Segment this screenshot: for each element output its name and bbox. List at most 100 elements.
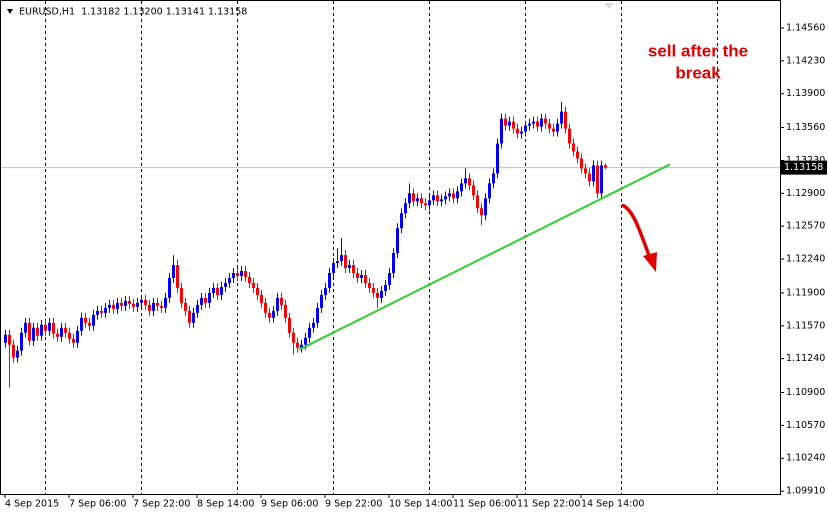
candle-body [412, 193, 415, 202]
candle-body [104, 307, 107, 313]
candle-body [488, 183, 491, 199]
candle-body [520, 131, 523, 134]
candle-body [420, 198, 423, 204]
candle-body [320, 294, 323, 308]
candle-body [332, 263, 335, 273]
y-tick-label: 1.14560 [786, 22, 825, 33]
candle-body [12, 344, 15, 358]
candle-body [184, 302, 187, 311]
candle-body [600, 165, 603, 194]
candle-body [364, 274, 367, 283]
candle-body [160, 305, 163, 308]
candle-body [240, 271, 243, 276]
x-tick-label: 11 Sep 06:00 [453, 499, 516, 510]
candle-body [468, 178, 471, 186]
y-tick-label: 1.13900 [786, 88, 825, 99]
candle-body [148, 304, 151, 311]
candle-body [580, 158, 583, 169]
candle-body [172, 265, 175, 278]
x-tick-label: 4 Sep 2015 [5, 499, 59, 510]
candle-body [60, 327, 63, 337]
candle-body [568, 128, 571, 144]
candle-body [24, 322, 27, 333]
annotation: sell after the [648, 41, 748, 60]
candle-body [336, 261, 339, 264]
candle-body [500, 118, 503, 144]
candle-body [296, 342, 299, 348]
candle-body [272, 310, 275, 318]
candle-body [212, 287, 215, 293]
candle-body [540, 118, 543, 127]
candle-body [360, 274, 363, 278]
candle-body [128, 300, 131, 304]
candle-body [188, 310, 191, 323]
candle-body [168, 277, 171, 298]
y-tick-label: 1.11570 [786, 320, 825, 331]
candle-body [48, 322, 51, 331]
y-tick-label: 1.10570 [786, 420, 825, 431]
arrow-head [643, 252, 657, 272]
candle-body [88, 322, 91, 326]
shift-marker [604, 3, 614, 9]
candle-body [576, 151, 579, 159]
candle-body [552, 128, 555, 132]
candle-body [252, 282, 255, 288]
candle-body [376, 292, 379, 298]
candle-body [92, 314, 95, 326]
x-tick-label: 7 Sep 06:00 [69, 499, 126, 510]
candle-body [504, 118, 507, 126]
candle-body [596, 165, 599, 194]
candle-body [256, 287, 259, 295]
candle-body [56, 333, 59, 337]
candle-body [232, 272, 235, 278]
candle-body [528, 123, 531, 126]
x-tick-label: 8 Sep 14:00 [197, 499, 254, 510]
candle-body [524, 125, 527, 132]
candle-body [508, 121, 511, 126]
candle-body [484, 198, 487, 216]
candle-body [224, 282, 227, 287]
candle-body [260, 294, 263, 303]
candle-body [472, 185, 475, 196]
candle-body [448, 193, 451, 197]
candle-body [548, 123, 551, 129]
candle-body [476, 195, 479, 209]
annotation: break [675, 63, 721, 82]
candle-body [284, 304, 287, 318]
candle-body [512, 121, 515, 129]
candle-body [480, 208, 483, 216]
candle-body [348, 265, 351, 269]
candle-body [220, 286, 223, 295]
current-price-box [780, 160, 827, 175]
candle-body [456, 191, 459, 199]
candle-body [308, 327, 311, 338]
candle-body [276, 297, 279, 311]
candle-body [312, 322, 315, 328]
candle-body [44, 324, 47, 331]
candle-body [108, 304, 111, 308]
candle-body [324, 287, 327, 295]
y-tick-label: 1.13560 [786, 122, 825, 133]
candle-body [544, 118, 547, 124]
candle-body [440, 199, 443, 202]
candle-body [80, 317, 83, 331]
x-tick-label: 9 Sep 22:00 [325, 499, 382, 510]
candle-body [588, 173, 591, 182]
candle-body [316, 307, 319, 323]
candle-body [40, 324, 43, 336]
candle-body [396, 228, 399, 254]
candle-body [328, 272, 331, 288]
candle-body [352, 265, 355, 273]
candle-body [368, 282, 371, 288]
candle-body [444, 196, 447, 200]
candle-body [428, 200, 431, 206]
candle-body [4, 334, 7, 343]
candle-body [140, 299, 143, 303]
y-tick-label: 1.14230 [786, 55, 825, 66]
candle-body [84, 317, 87, 323]
trendline [298, 163, 671, 351]
candle-body [564, 111, 567, 129]
candle-body [192, 312, 195, 323]
